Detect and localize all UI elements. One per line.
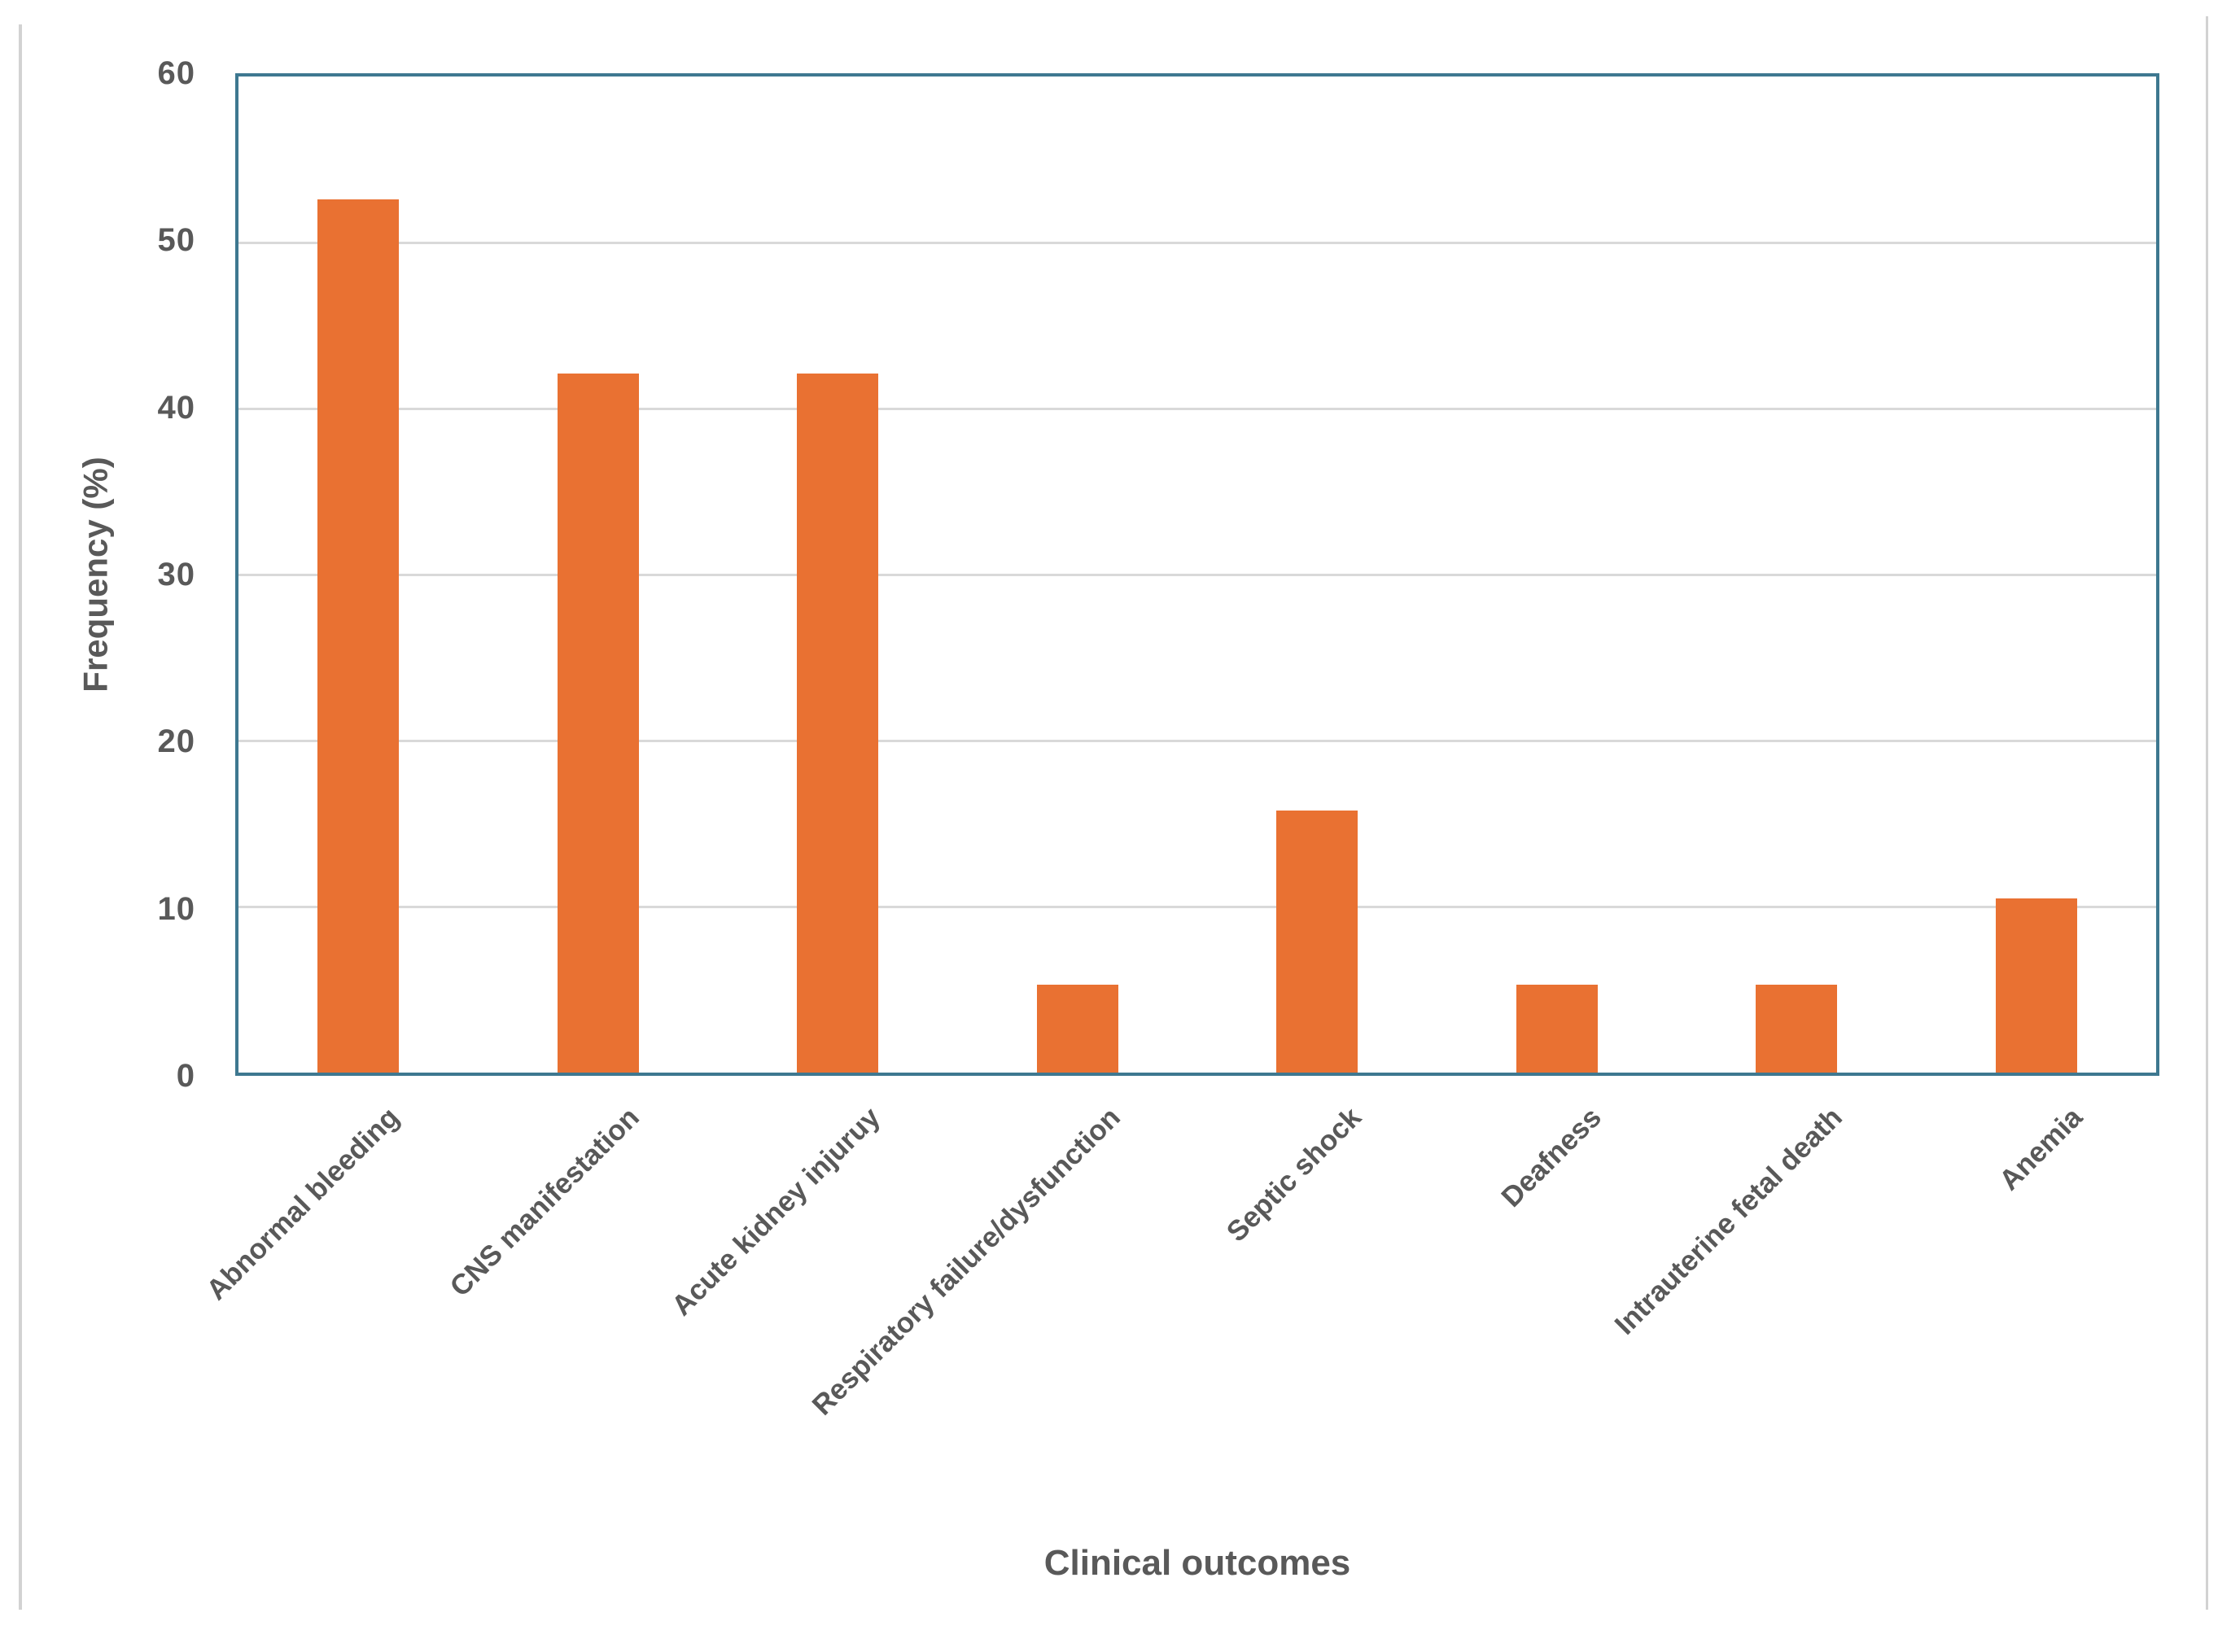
bar-slot-0 [238, 76, 479, 1073]
x-category-label-3: Respiratory failure/dysfunction [806, 1101, 1127, 1422]
x-category-label-2: Acute kidney injuruy [665, 1101, 886, 1322]
x-category-label-6: Intrauterine fetal death [1608, 1101, 1848, 1341]
bar-slot-1 [479, 76, 719, 1073]
bar-slot-6 [1677, 76, 1917, 1073]
bar-slot-5 [1437, 76, 1678, 1073]
y-tick-label-20: 20 [157, 723, 195, 760]
y-axis-tick-labels: 0 10 20 30 40 50 60 [0, 57, 195, 1092]
y-tick-label-50: 50 [157, 222, 195, 259]
gridline-30 [238, 574, 2156, 576]
gridline-20 [238, 739, 2156, 742]
bar-slot-3 [958, 76, 1198, 1073]
bar-slot-4 [1197, 76, 1437, 1073]
bar-slot-7 [1917, 76, 2157, 1073]
bar-0 [317, 199, 400, 1073]
y-tick-label-40: 40 [157, 389, 195, 426]
bar-series [238, 76, 2156, 1073]
bar-slot-2 [718, 76, 958, 1073]
y-tick-label-0: 0 [176, 1058, 195, 1094]
bar-4 [1276, 810, 1358, 1073]
x-category-label-0: Abnormal bleeding [199, 1101, 405, 1307]
x-category-label-7: Anemia [1993, 1101, 2089, 1197]
x-category-label-1: CNS manifestation [444, 1101, 646, 1303]
x-category-label-4: Septic shock [1220, 1101, 1367, 1248]
y-tick-label-10: 10 [157, 890, 195, 927]
gridline-10 [238, 906, 2156, 908]
x-axis-title: Clinical outcomes [1043, 1543, 1351, 1583]
x-category-label-5: Deafness [1495, 1101, 1608, 1213]
plot-area [235, 73, 2159, 1076]
gridline-40 [238, 407, 2156, 410]
page-frame-line-left [19, 24, 22, 1610]
bar-2 [797, 374, 879, 1073]
y-tick-label-30: 30 [157, 557, 195, 592]
y-tick-label-60: 60 [157, 55, 195, 91]
gridlines [238, 76, 2156, 1073]
bar-5 [1516, 984, 1598, 1073]
bar-6 [1756, 984, 1838, 1073]
bar-1 [557, 374, 639, 1073]
bar-3 [1036, 984, 1118, 1073]
bar-7 [1995, 898, 2077, 1073]
page-frame-line-right [2206, 16, 2208, 1610]
gridline-50 [238, 241, 2156, 244]
